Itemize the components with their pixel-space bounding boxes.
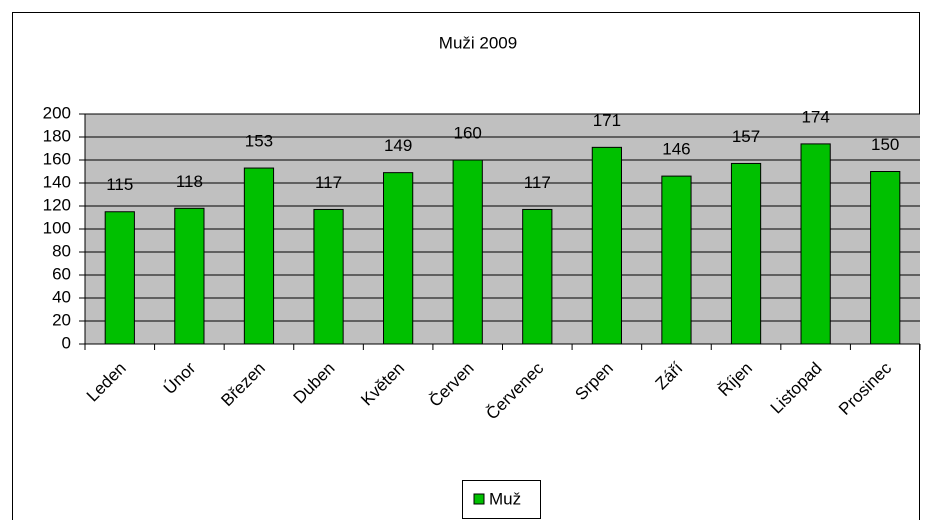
y-tick-label: 120 xyxy=(43,195,71,214)
y-tick-label: 180 xyxy=(43,126,71,145)
data-label: 157 xyxy=(732,127,760,146)
bar xyxy=(591,146,622,345)
y-tick-label: 40 xyxy=(52,287,71,306)
y-tick-label: 100 xyxy=(43,218,71,237)
data-label: 118 xyxy=(176,172,203,191)
bar xyxy=(104,211,135,345)
bar xyxy=(174,207,205,345)
bar xyxy=(452,159,483,345)
bar xyxy=(870,171,901,345)
data-label: 149 xyxy=(384,136,412,155)
data-label: 146 xyxy=(662,140,690,159)
bar xyxy=(383,172,414,345)
bar xyxy=(730,162,762,345)
y-tick-label: 160 xyxy=(43,149,71,168)
data-label: 171 xyxy=(593,111,621,130)
y-tick-label: 20 xyxy=(52,310,71,329)
y-tick-label: 200 xyxy=(43,103,71,122)
bar xyxy=(661,175,692,345)
data-label: 117 xyxy=(524,173,551,192)
bar xyxy=(243,167,275,345)
chart-title: Muži 2009 xyxy=(439,33,517,52)
y-tick-label: 80 xyxy=(52,241,71,260)
bar xyxy=(800,143,831,345)
data-label: 150 xyxy=(871,135,899,154)
bar xyxy=(313,208,344,345)
data-label: 174 xyxy=(801,107,829,126)
y-tick-label: 140 xyxy=(43,172,71,191)
data-label: 153 xyxy=(245,132,273,151)
legend-swatch xyxy=(473,493,485,505)
data-label: 115 xyxy=(106,175,133,194)
legend-label: Muž xyxy=(489,489,521,508)
data-label: 160 xyxy=(454,123,482,142)
y-tick-label: 60 xyxy=(52,264,71,283)
bar xyxy=(522,208,553,345)
y-tick-label: 0 xyxy=(62,333,71,352)
data-label: 117 xyxy=(315,173,342,192)
